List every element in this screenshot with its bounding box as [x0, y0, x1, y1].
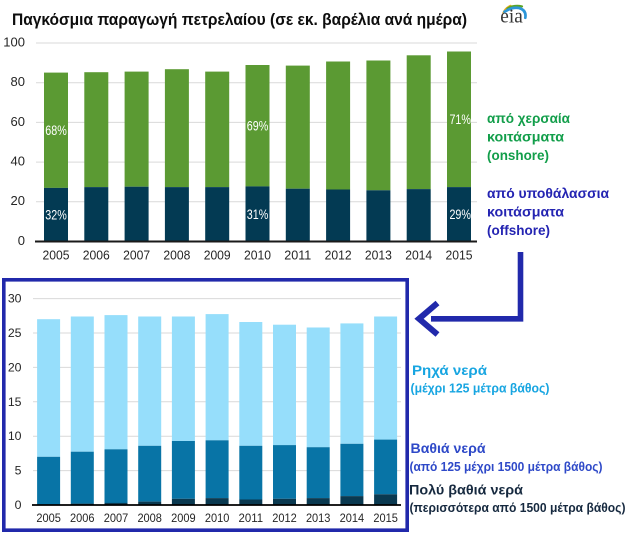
svg-text:2013: 2013 [365, 248, 392, 263]
svg-text:από χερσαία: από χερσαία [487, 110, 570, 126]
svg-text:2010: 2010 [244, 248, 271, 263]
svg-text:20: 20 [8, 360, 22, 374]
svg-text:Πολύ βαθιά νερά: Πολύ βαθιά νερά [409, 482, 523, 498]
svg-text:Παγκόσμια παραγωγή πετρελαίου: Παγκόσμια παραγωγή πετρελαίου (σε εκ. βα… [12, 11, 467, 29]
svg-text:2014: 2014 [340, 511, 365, 525]
svg-text:2007: 2007 [104, 511, 129, 525]
svg-text:40: 40 [11, 154, 25, 169]
svg-text:από υποθάλασσια: από υποθάλασσια [487, 185, 609, 201]
svg-text:30: 30 [8, 292, 22, 306]
svg-text:71%: 71% [449, 111, 471, 127]
svg-text:2012: 2012 [272, 511, 297, 525]
svg-text:2006: 2006 [83, 248, 110, 263]
svg-text:Ρηχά νερά: Ρηχά νερά [412, 362, 487, 378]
svg-text:100: 100 [3, 34, 25, 49]
svg-text:κοιτάσματα: κοιτάσματα [487, 203, 564, 219]
svg-text:κοιτάσματα: κοιτάσματα [487, 128, 564, 144]
svg-text:2015: 2015 [446, 248, 473, 263]
svg-text:10: 10 [8, 429, 22, 443]
svg-text:68%: 68% [45, 122, 67, 138]
svg-text:(περισσότερα από 1500 μέτρα βά: (περισσότερα από 1500 μέτρα βάθος) [410, 501, 626, 515]
svg-text:2015: 2015 [373, 511, 398, 525]
svg-text:5: 5 [15, 464, 22, 478]
svg-text:2014: 2014 [405, 248, 432, 263]
svg-text:69%: 69% [247, 118, 269, 134]
svg-text:2008: 2008 [163, 248, 190, 263]
svg-text:2011: 2011 [239, 511, 264, 525]
svg-text:2009: 2009 [171, 511, 196, 525]
svg-text:25: 25 [8, 326, 22, 340]
svg-text:2005: 2005 [36, 511, 61, 525]
svg-text:2009: 2009 [204, 248, 231, 263]
svg-text:32%: 32% [45, 207, 67, 223]
svg-text:2006: 2006 [70, 511, 95, 525]
svg-text:2005: 2005 [43, 248, 70, 263]
svg-text:(από 125 μέχρι 1500 μέτρα βάθο: (από 125 μέχρι 1500 μέτρα βάθος) [410, 460, 603, 474]
svg-text:2008: 2008 [137, 511, 162, 525]
svg-text:2007: 2007 [123, 248, 150, 263]
svg-text:2013: 2013 [306, 511, 331, 525]
svg-text:(onshore): (onshore) [487, 147, 549, 163]
svg-text:20: 20 [11, 193, 25, 208]
svg-text:0: 0 [18, 233, 25, 248]
svg-text:60: 60 [11, 114, 25, 129]
svg-text:eia: eia [500, 5, 523, 27]
svg-text:80: 80 [11, 74, 25, 89]
svg-text:0: 0 [15, 498, 22, 512]
svg-text:31%: 31% [247, 206, 269, 222]
svg-text:Βαθιά νερά: Βαθιά νερά [411, 440, 486, 456]
svg-text:2010: 2010 [205, 511, 230, 525]
svg-text:2011: 2011 [284, 248, 311, 263]
svg-text:(μέχρι 125 μέτρα βάθος): (μέχρι 125 μέτρα βάθος) [411, 382, 550, 396]
svg-text:29%: 29% [449, 206, 471, 222]
svg-text:(offshore): (offshore) [487, 222, 550, 238]
svg-text:2012: 2012 [325, 248, 352, 263]
svg-text:15: 15 [8, 395, 22, 409]
